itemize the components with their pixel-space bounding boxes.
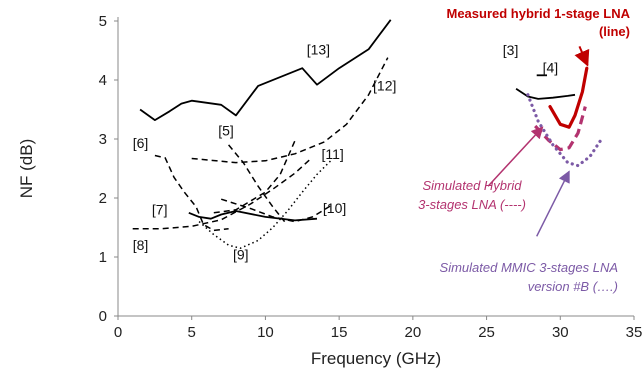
sim-hybrid-annotation-line2: 3-stages LNA (----) (418, 197, 526, 212)
reference-label: [10] (323, 200, 346, 216)
series-line-13 (526, 93, 604, 168)
measured-arrow (574, 45, 590, 67)
reference-label: [13] (307, 42, 330, 58)
x-tick-label: 25 (478, 324, 495, 341)
reference-label: [5] (218, 122, 234, 138)
y-tick-label: 3 (99, 131, 107, 148)
x-tick-label: 15 (331, 324, 348, 341)
sim-mmic-annotation-line2: version #B (….) (528, 279, 618, 294)
reference-label: [3] (503, 42, 519, 58)
reference-label: [4] (543, 59, 559, 75)
series-group (132, 19, 604, 249)
y-tick-label: 5 (99, 13, 107, 30)
series-line-1 (191, 57, 389, 164)
reference-label: [12] (373, 78, 396, 94)
series-line-11 (548, 66, 589, 129)
x-tick-label: 35 (626, 324, 643, 341)
x-tick-label: 5 (188, 324, 196, 341)
series-line-9 (515, 88, 576, 100)
y-tick-label: 4 (99, 72, 107, 89)
y-axis-title: NF (dB) (17, 139, 36, 199)
x-tick-label: 10 (257, 324, 274, 341)
series-line-3 (228, 144, 286, 223)
series-line-4 (213, 140, 296, 214)
reference-label: [7] (152, 202, 168, 218)
reference-label: [9] (233, 246, 249, 262)
series-line-12 (534, 106, 587, 152)
reference-labels: [13] [12] [6] [5] [11] [7] [10] [8] [9] [3] [4] (133, 42, 558, 263)
axes (117, 17, 634, 317)
sim-hybrid-arrow (487, 126, 544, 187)
y-tick-label: 2 (99, 190, 107, 207)
x-tick-label: 20 (405, 324, 422, 341)
series-line-5 (188, 210, 318, 222)
series-line-0 (139, 19, 392, 121)
measured-annotation-line1: Measured hybrid 1-stage LNA (447, 6, 631, 21)
series-line-2 (154, 154, 229, 232)
x-axis-title: Frequency (GHz) (311, 349, 441, 368)
x-tick-label: 0 (114, 324, 122, 341)
series-line-6 (220, 198, 333, 223)
reference-label: [11] (321, 146, 343, 162)
sim-hybrid-annotation-line1: Simulated Hybrid (423, 178, 523, 193)
sim-mmic-arrow (536, 170, 570, 237)
reference-label: [8] (133, 237, 149, 253)
sim-mmic-annotation-line1: Simulated MMIC 3-stages LNA (440, 260, 618, 275)
x-tick-label: 30 (552, 324, 569, 341)
measured-annotation-line2: (line) (599, 24, 630, 39)
series-line-8 (198, 159, 333, 249)
reference-label: [6] (133, 135, 149, 151)
y-tick-label: 1 (99, 249, 107, 266)
series-line-7 (132, 159, 311, 230)
annotation-group: Measured hybrid 1-stage LNA (line) Simul… (418, 6, 631, 294)
y-tick-label: 0 (99, 308, 107, 325)
tick-labels: 0 5 10 15 20 25 30 35 0 1 2 3 4 5 (99, 13, 643, 341)
